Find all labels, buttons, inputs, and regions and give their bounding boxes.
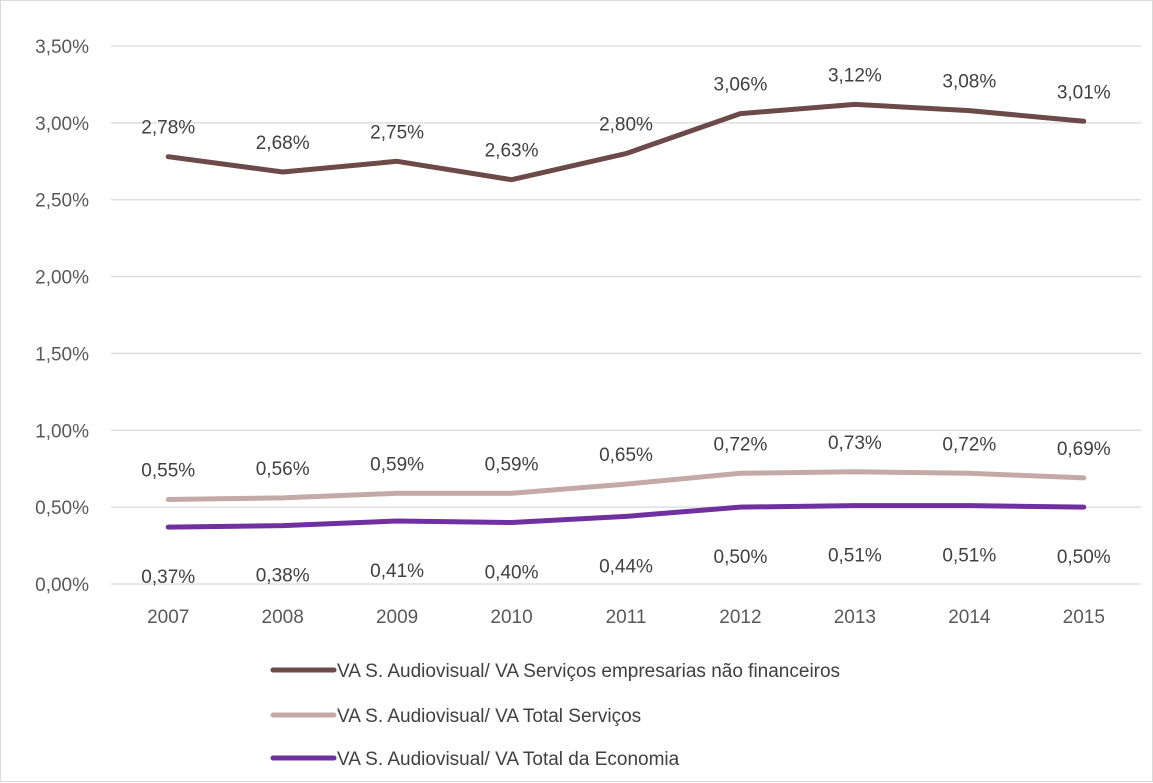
data-label: 0,59% <box>370 454 424 475</box>
x-tick-label: 2012 <box>719 607 761 628</box>
data-label: 2,75% <box>370 122 424 143</box>
legend-label: VA S. Audiovisual/ VA Total Serviços <box>337 706 641 727</box>
data-label: 0,37% <box>141 567 195 588</box>
data-label: 0,72% <box>942 434 996 455</box>
data-label: 2,68% <box>256 133 310 154</box>
y-tick-label: 3,00% <box>35 114 89 135</box>
legend-label: VA S. Audiovisual/ VA Serviços empresari… <box>337 661 840 682</box>
data-labels: 2,78% 2,68% 2,75% 2,63% 2,80% 3,06% 3,12% 3,08%… <box>141 65 1111 588</box>
data-label: 2,78% <box>141 118 195 139</box>
series-layer <box>165 101 1087 530</box>
x-axis-tick-labels: 2007 2008 2009 2010 2011 2012 2013 2014 2015 <box>147 607 1105 628</box>
y-tick-label: 0,00% <box>35 575 89 596</box>
data-label: 0,65% <box>599 445 653 466</box>
data-label: 0,56% <box>256 459 310 480</box>
y-tick-label: 3,50% <box>35 37 89 58</box>
x-tick-label: 2013 <box>834 607 876 628</box>
data-label: 0,55% <box>141 460 195 481</box>
data-label: 0,38% <box>256 566 310 587</box>
data-label: 2,80% <box>599 115 653 136</box>
data-label: 3,12% <box>828 65 882 86</box>
grid-layer <box>111 45 1141 585</box>
data-label: 0,40% <box>485 563 539 584</box>
y-tick-label: 2,50% <box>35 191 89 212</box>
data-label: 0,72% <box>714 434 768 455</box>
y-tick-label: 1,50% <box>35 344 89 365</box>
data-label: 0,73% <box>828 433 882 454</box>
data-label: 3,08% <box>942 72 996 93</box>
data-label: 0,44% <box>599 556 653 577</box>
y-tick-label: 0,50% <box>35 498 89 519</box>
data-label: 0,51% <box>942 546 996 567</box>
x-tick-label: 2008 <box>262 607 304 628</box>
x-tick-label: 2014 <box>948 607 991 628</box>
legend: VA S. Audiovisual/ VA Serviços empresari… <box>270 661 840 770</box>
y-axis-tick-labels: 0,00% 0,50% 1,00% 1,50% 2,00% 2,50% 3,00% 3,50% <box>35 37 89 596</box>
x-tick-label: 2010 <box>490 607 532 628</box>
x-tick-label: 2007 <box>147 607 189 628</box>
data-label: 3,06% <box>714 75 768 96</box>
data-label: 3,01% <box>1057 82 1111 103</box>
y-tick-label: 1,00% <box>35 421 89 442</box>
x-tick-label: 2015 <box>1063 607 1105 628</box>
series-line-2 <box>165 469 1087 502</box>
data-label: 2,63% <box>485 141 539 162</box>
series-line-3 <box>165 503 1087 530</box>
legend-label: VA S. Audiovisual/ VA Total da Economia <box>337 749 680 770</box>
data-label: 0,50% <box>714 547 768 568</box>
x-tick-label: 2011 <box>606 607 647 628</box>
y-tick-label: 2,00% <box>35 268 89 289</box>
data-label: 0,69% <box>1057 439 1111 460</box>
data-label: 0,41% <box>370 561 424 582</box>
data-label: 0,59% <box>485 454 539 475</box>
x-tick-label: 2009 <box>376 607 418 628</box>
data-label: 0,51% <box>828 546 882 567</box>
data-label: 0,50% <box>1057 547 1111 568</box>
series-line-1 <box>165 101 1087 183</box>
